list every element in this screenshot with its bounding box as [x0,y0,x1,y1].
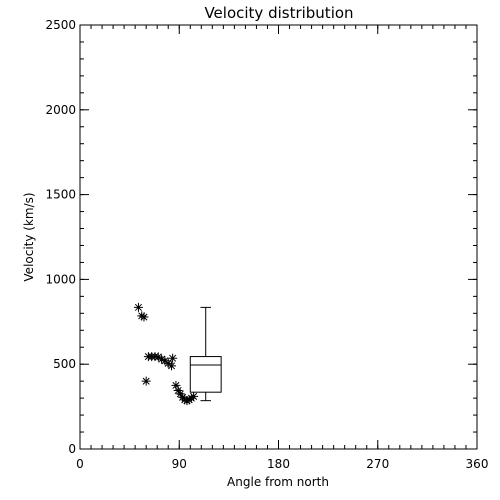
data-point [173,385,183,395]
x-axis-label: Angle from north [227,475,329,489]
data-point [182,396,192,406]
axis-ticks [79,24,478,450]
box-iqr [189,356,222,393]
data-point [133,302,143,312]
x-tick-label: 90 [172,457,187,471]
plot-frame [79,24,478,450]
x-tick-label: 270 [366,457,389,471]
y-tick-label: 500 [53,357,76,371]
x-tick-label: 180 [267,457,290,471]
chart-title: Velocity distribution [204,4,353,22]
data-point [139,312,149,322]
scatter-points [133,302,199,406]
data-point [163,358,173,368]
y-tick-label: 0 [68,442,76,456]
y-tick-label: 2000 [45,103,76,117]
data-point [137,311,147,321]
box-plot [189,306,222,402]
y-tick-label: 1500 [45,188,76,202]
x-tick-label: 0 [76,457,84,471]
data-point [141,376,151,386]
data-point [153,352,163,362]
data-point [157,354,167,364]
y-tick-label: 2500 [45,18,76,32]
y-tick-label: 1000 [45,272,76,286]
x-tick-labels: 0 90 180 270 360 [76,457,488,471]
x-tick-label: 360 [466,457,489,471]
data-point [189,391,199,401]
data-point [171,380,181,390]
data-point [175,389,185,399]
data-point [160,356,170,366]
y-axis-label: Velocity (km/s) [22,192,36,281]
data-point [168,353,178,363]
data-point [167,361,177,371]
y-tick-labels: 0 500 1000 1500 2000 2500 [45,18,76,456]
